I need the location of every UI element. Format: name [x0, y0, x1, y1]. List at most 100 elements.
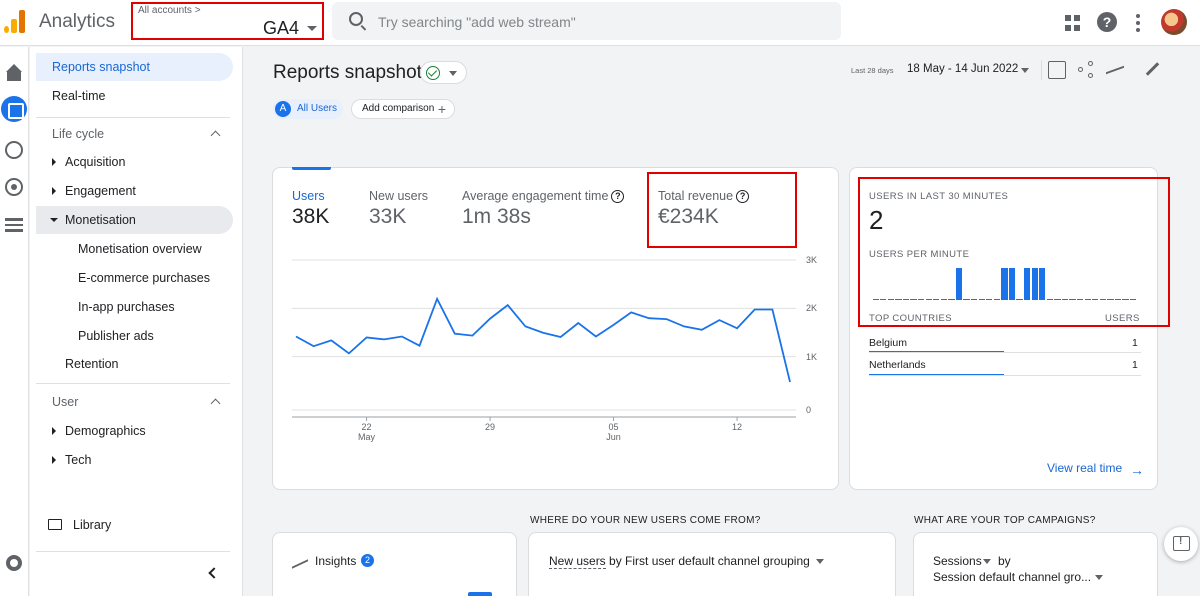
report-status-dropdown[interactable]: [420, 61, 467, 84]
per-minute-bar[interactable]: [880, 299, 887, 300]
per-minute-bar[interactable]: [963, 299, 970, 300]
avatar[interactable]: [1161, 9, 1187, 35]
chevron-up-icon[interactable]: [210, 398, 221, 409]
sidebar-item-reports-snapshot[interactable]: Reports snapshot: [36, 53, 233, 81]
gear-icon[interactable]: [6, 555, 22, 571]
metric-selector[interactable]: New users: [549, 554, 606, 569]
per-minute-bar[interactable]: [887, 299, 894, 300]
scroll-thumb[interactable]: [468, 592, 492, 596]
analytics-logo-icon[interactable]: [4, 9, 26, 33]
per-minute-bar[interactable]: [1046, 299, 1053, 300]
date-range-picker[interactable]: 18 May - 14 Jun 2022: [907, 63, 1019, 75]
dimension-selector[interactable]: by First user default channel grouping: [609, 554, 810, 568]
metric-tab-engagement-label[interactable]: Average engagement time?: [462, 189, 625, 204]
sidebar-item-real-time[interactable]: Real-time: [52, 89, 106, 103]
insights-icon[interactable]: [1106, 57, 1124, 75]
property-name[interactable]: GA4: [263, 18, 300, 38]
chevron-down-icon[interactable]: [983, 559, 991, 564]
per-minute-bar[interactable]: [872, 299, 879, 300]
sidebar-item-monetisation[interactable]: Monetisation: [36, 206, 233, 234]
per-minute-bar[interactable]: [1069, 299, 1076, 300]
per-minute-bar[interactable]: [895, 299, 902, 300]
share-icon[interactable]: [1078, 61, 1096, 79]
section-heading-life-cycle[interactable]: Life cycle: [52, 127, 105, 141]
per-minute-bar[interactable]: [1001, 268, 1008, 300]
campaigns-dimension-selector[interactable]: Session default channel gro...: [933, 570, 1092, 584]
sidebar-item-library[interactable]: Library: [73, 518, 112, 532]
configure-icon[interactable]: [5, 218, 23, 232]
per-minute-bar[interactable]: [1099, 299, 1106, 300]
metric-tab-users-label[interactable]: Users: [292, 189, 325, 203]
metric-tab-new-users-value[interactable]: 33K: [369, 205, 407, 228]
metric-tab-users-value[interactable]: 38K: [292, 205, 330, 228]
per-minute-bar[interactable]: [933, 299, 940, 300]
customize-report-icon[interactable]: [1048, 61, 1066, 79]
sidebar-item-ecommerce-purchases[interactable]: E-commerce purchases: [78, 271, 210, 285]
per-minute-bar[interactable]: [1061, 299, 1069, 300]
per-minute-bar[interactable]: [948, 299, 955, 300]
sidebar-item-demographics[interactable]: Demographics: [36, 417, 233, 445]
feedback-button[interactable]: [1164, 527, 1198, 561]
apps-grid-icon[interactable]: [1062, 12, 1084, 34]
per-minute-bar[interactable]: [1114, 299, 1122, 300]
per-minute-bar[interactable]: [970, 299, 978, 300]
segment-chip-all-users[interactable]: A All Users: [273, 99, 343, 119]
view-real-time-link[interactable]: View real time: [1047, 461, 1123, 475]
collapse-sidebar-icon[interactable]: [208, 567, 220, 579]
per-minute-bar[interactable]: [917, 299, 925, 300]
edit-pencil-icon[interactable]: [1145, 62, 1160, 76]
search-input[interactable]: [378, 11, 818, 33]
chevron-down-icon[interactable]: [816, 559, 824, 564]
section-heading-user[interactable]: User: [52, 395, 79, 409]
account-picker[interactable]: All accounts > GA4: [131, 2, 324, 40]
sidebar-item-acquisition[interactable]: Acquisition: [36, 148, 233, 176]
per-minute-bar[interactable]: [1008, 268, 1016, 300]
help-icon[interactable]: ?: [611, 190, 625, 204]
help-icon[interactable]: ?: [1097, 12, 1117, 32]
sidebar-item-in-app-purchases[interactable]: In-app purchases: [78, 300, 175, 314]
more-vert-icon[interactable]: [1133, 12, 1143, 34]
search-bar[interactable]: [332, 2, 841, 40]
sidebar-item-engagement[interactable]: Engagement: [36, 177, 233, 205]
advertising-icon[interactable]: [5, 178, 23, 196]
per-minute-bar[interactable]: [978, 299, 985, 300]
per-minute-bar[interactable]: [940, 299, 947, 300]
per-minute-bar[interactable]: [1107, 299, 1114, 300]
per-minute-bar[interactable]: [1084, 299, 1091, 300]
help-icon[interactable]: ?: [736, 190, 750, 204]
explore-icon[interactable]: [5, 141, 23, 159]
per-minute-bar[interactable]: [1016, 299, 1023, 300]
metric-tab-revenue-label[interactable]: Total revenue?: [658, 189, 750, 204]
folder-icon[interactable]: [48, 519, 62, 530]
metric-tab-engagement-value[interactable]: 1m 38s: [462, 205, 531, 228]
per-minute-bar[interactable]: [902, 299, 910, 300]
chevron-down-icon[interactable]: [307, 26, 317, 31]
per-minute-bar[interactable]: [910, 299, 917, 300]
arrow-right-icon[interactable]: →: [1130, 462, 1144, 478]
per-minute-bar[interactable]: [955, 268, 963, 300]
sidebar-item-publisher-ads[interactable]: Publisher ads: [78, 329, 154, 343]
per-minute-bar[interactable]: [1031, 268, 1038, 300]
campaigns-metric-selector[interactable]: Sessions: [933, 554, 982, 568]
per-minute-bar[interactable]: [1122, 299, 1129, 300]
new-users-selector[interactable]: New users by First user default channel …: [549, 554, 810, 569]
per-minute-bar[interactable]: [1039, 268, 1046, 300]
per-minute-bar[interactable]: [925, 299, 932, 300]
metric-tab-new-users-label[interactable]: New users: [369, 189, 429, 203]
per-minute-bar[interactable]: [1129, 299, 1137, 300]
sidebar-item-retention[interactable]: Retention: [65, 357, 119, 371]
reports-icon[interactable]: [1, 96, 27, 122]
chevron-up-icon[interactable]: [210, 130, 221, 141]
chevron-down-icon[interactable]: [1021, 68, 1029, 73]
sidebar-item-monetisation-overview[interactable]: Monetisation overview: [78, 242, 202, 256]
account-breadcrumb[interactable]: All accounts >: [138, 5, 201, 16]
per-minute-bar[interactable]: [993, 299, 1000, 300]
chevron-down-icon[interactable]: [1095, 575, 1103, 580]
per-minute-bar[interactable]: [1023, 268, 1031, 300]
home-icon[interactable]: [5, 64, 23, 82]
sidebar-item-tech[interactable]: Tech: [36, 446, 233, 474]
per-minute-bar[interactable]: [1054, 299, 1061, 300]
insights-label[interactable]: Insights: [315, 554, 357, 568]
per-minute-bar[interactable]: [986, 299, 993, 300]
per-minute-bar[interactable]: [1076, 299, 1084, 300]
